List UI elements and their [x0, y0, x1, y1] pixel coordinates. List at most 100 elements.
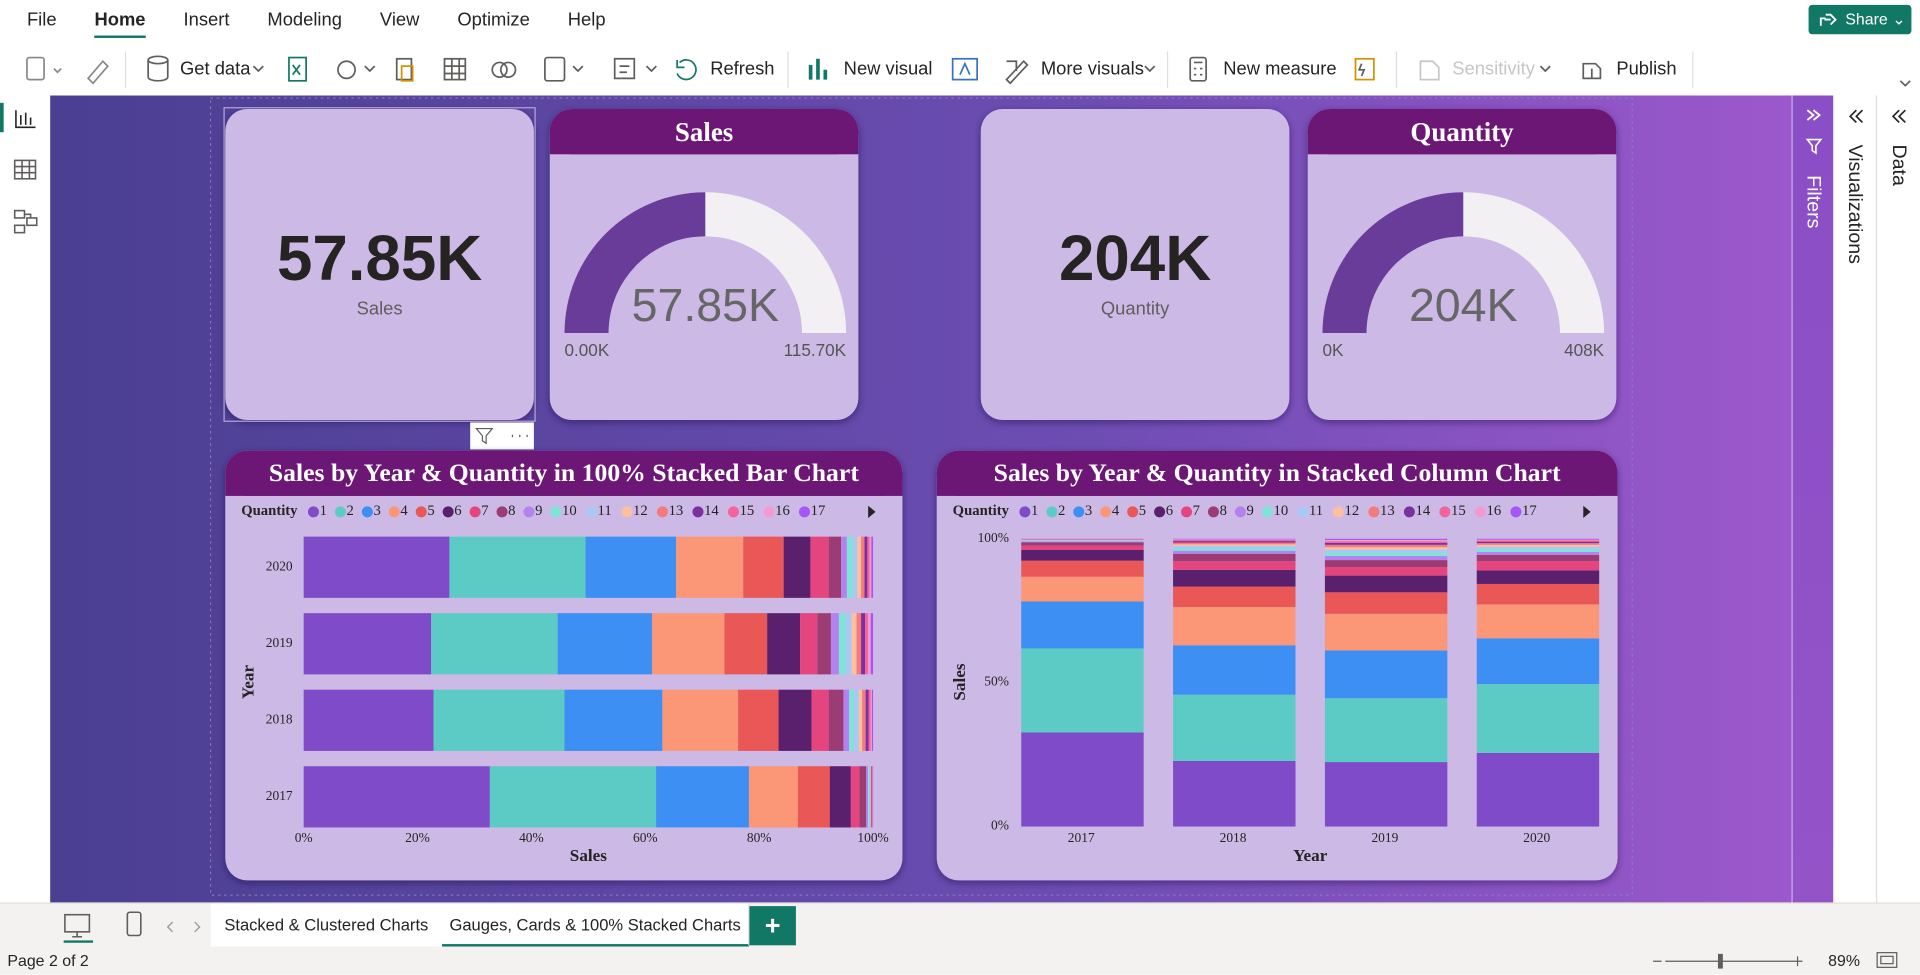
gauge-min: 0K: [1322, 340, 1344, 360]
legend-marker: [1207, 506, 1219, 518]
column-segment: [1173, 569, 1296, 587]
column-segment: [1173, 539, 1296, 542]
x-tick-label: 100%: [857, 830, 888, 845]
legend-marker: [1261, 506, 1273, 518]
separator: [1166, 51, 1169, 89]
column-segment: [1021, 732, 1144, 827]
separator: [1692, 51, 1694, 89]
bar-segment: [868, 689, 871, 751]
legend-label: 1: [1031, 503, 1038, 519]
menu-item[interactable]: View: [379, 9, 420, 31]
layout-icons[interactable]: [61, 911, 149, 943]
bar-segment: [738, 689, 779, 751]
column-segment: [1324, 650, 1448, 699]
legend-label: 15: [740, 503, 755, 519]
legend-label: 9: [535, 503, 542, 519]
menu-item[interactable]: Help: [567, 9, 606, 31]
legend-title: Quantity: [241, 503, 298, 519]
refresh-button[interactable]: Refresh: [710, 58, 775, 80]
bar-segment: [870, 766, 872, 828]
bar-segment: [861, 613, 866, 675]
column-segment: [1324, 575, 1448, 593]
share-icon: [1819, 13, 1837, 26]
menu-item[interactable]: Home: [94, 10, 146, 38]
menu-item[interactable]: Modeling: [267, 9, 342, 31]
legend-label: 7: [481, 503, 488, 519]
bar-segment: [743, 536, 784, 598]
visual-header: [1307, 131, 1617, 155]
menu-bar: File Home Insert Modeling View Optimize Help: [0, 0, 1920, 40]
bar-segment: [845, 613, 852, 675]
legend-next: [868, 505, 876, 518]
legend-marker: [361, 506, 373, 518]
collapse-icon: [1891, 109, 1906, 124]
data-pane[interactable]: Data: [1875, 95, 1920, 903]
menu-item[interactable]: Optimize: [457, 9, 530, 31]
column-segment: [1476, 684, 1600, 753]
bar-segment: [861, 536, 865, 598]
view-icons[interactable]: [12, 105, 39, 252]
legend-label: 11: [1309, 503, 1323, 519]
publish-button[interactable]: Publish: [1616, 58, 1677, 80]
new-measure-button[interactable]: New measure: [1223, 58, 1337, 80]
menu-item[interactable]: File: [26, 9, 57, 31]
more-visuals-button[interactable]: More visuals: [1040, 58, 1144, 80]
column-segment: [1476, 541, 1600, 544]
column-segment: [1173, 561, 1296, 570]
page-boundary: [210, 97, 1633, 896]
bar-segment: [852, 536, 858, 598]
legend-label: 1: [320, 503, 327, 519]
x-axis-title: Sales: [570, 846, 607, 865]
fit-page[interactable]: [1876, 951, 1898, 968]
column-segment: [1324, 698, 1448, 763]
filters-pane[interactable]: Filters: [1791, 95, 1834, 903]
bar-segment: [433, 689, 565, 751]
collapse-icon: [1848, 109, 1864, 124]
legend-marker: [656, 506, 668, 518]
tab-scroll[interactable]: [164, 918, 203, 935]
bar-segment: [810, 536, 829, 598]
legend-marker: [523, 506, 535, 518]
column-segment: [1173, 550, 1296, 554]
legend-label: 11: [598, 503, 612, 519]
y-tick-label: 0%: [991, 818, 1009, 833]
column-segment: [1021, 576, 1144, 602]
visual-background: [225, 108, 534, 421]
column-segment: [1476, 540, 1600, 542]
get-data-button[interactable]: Get data: [180, 58, 251, 80]
share-button[interactable]: Share ⌄: [1808, 4, 1912, 35]
column-segment: [1173, 548, 1296, 551]
new-visual-button[interactable]: New visual: [843, 58, 933, 80]
gauge-title: Sales: [675, 117, 733, 147]
view-switcher: [0, 95, 52, 903]
bar-segment: [303, 536, 450, 598]
gauge-min: 0.00K: [564, 340, 609, 360]
bar-segment: [870, 689, 872, 751]
menu-item[interactable]: Insert: [183, 9, 230, 31]
bar-segment: [866, 766, 868, 828]
page-tab[interactable]: Gauges, Cards & 100% Stacked Charts: [442, 903, 750, 948]
column-segment: [1324, 552, 1448, 557]
legend-label: 17: [1522, 503, 1537, 519]
visualizations-pane[interactable]: Visualizations: [1833, 95, 1876, 903]
legend-marker: [1073, 506, 1085, 518]
legend-next: [1583, 505, 1591, 518]
bar-segment: [850, 766, 860, 828]
page-tab[interactable]: Stacked & Clustered Charts: [210, 903, 444, 948]
sensitivity-button[interactable]: Sensitivity: [1452, 58, 1535, 80]
bar-segment: [843, 689, 850, 751]
column-segment: [1173, 538, 1296, 540]
bar-segment: [811, 689, 829, 751]
add-page-button[interactable]: +: [749, 906, 796, 946]
zoom-slider[interactable]: [1648, 949, 1819, 973]
legend-marker: [763, 506, 775, 518]
status-bar: Page 2 of 2 89%: [0, 946, 1920, 975]
x-tick-label: 2020: [1523, 830, 1550, 845]
gauge-fill: [1322, 192, 1464, 334]
column-segment: [1476, 549, 1600, 553]
bar-segment: [585, 536, 677, 598]
separator: [787, 51, 789, 89]
column-segment: [1476, 570, 1600, 584]
column-segment: [1476, 638, 1600, 685]
filters-label: Filters: [1802, 175, 1824, 229]
